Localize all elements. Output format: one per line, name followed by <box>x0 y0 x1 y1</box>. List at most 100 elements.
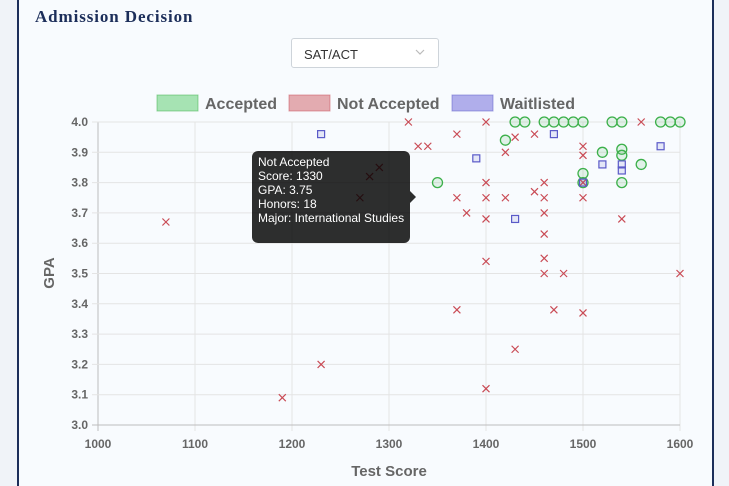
cross-stroke <box>676 269 684 278</box>
accepted-point <box>674 116 686 128</box>
cross-stroke <box>482 257 490 266</box>
cross-stroke <box>161 218 170 226</box>
accepted-point <box>567 116 579 128</box>
waitlisted-point <box>317 130 326 139</box>
waitlisted-point <box>598 160 607 169</box>
not-accepted-point <box>579 193 587 202</box>
not-accepted-point <box>501 193 510 202</box>
cross-stroke <box>482 193 490 202</box>
not-accepted-point <box>579 151 587 160</box>
not-accepted-point <box>540 254 549 263</box>
not-accepted-point <box>511 345 520 354</box>
cross-stroke <box>637 118 646 126</box>
waitlisted-point <box>549 130 559 139</box>
legend-swatch <box>156 94 199 112</box>
waitlisted-point <box>617 166 626 175</box>
legend-swatch <box>451 94 494 112</box>
not-accepted-point <box>462 208 471 217</box>
not-accepted-point <box>482 384 490 393</box>
not-accepted-point <box>637 118 646 126</box>
y-tick-label: 3.0 <box>71 418 88 432</box>
legend-label: Accepted <box>205 96 277 113</box>
legend-label: Not Accepted <box>337 96 440 113</box>
cross-stroke <box>482 178 490 187</box>
y-tick-label: 3.4 <box>71 297 88 311</box>
y-tick-label: 3.3 <box>71 327 88 341</box>
tooltip-major: Major: International Studies <box>258 211 405 225</box>
legend-accepted: Accepted <box>156 94 277 113</box>
not-accepted-point <box>414 142 423 151</box>
x-tick-label: 1500 <box>570 437 597 451</box>
accepted-point <box>509 116 521 128</box>
y-tick-label: 3.8 <box>71 176 88 190</box>
y-tick-label: 3.6 <box>71 236 88 250</box>
not-accepted-point <box>482 257 490 266</box>
not-accepted-point <box>540 230 549 239</box>
not-accepted-point <box>161 218 170 226</box>
y-tick-label: 3.7 <box>71 206 88 220</box>
cross-stroke <box>278 393 287 402</box>
y-tick-label: 3.5 <box>71 267 88 281</box>
accepted-point <box>538 116 550 128</box>
not-accepted-point <box>482 193 490 202</box>
accepted-point <box>616 116 628 128</box>
not-accepted-point <box>617 215 626 223</box>
cross-stroke <box>452 130 461 139</box>
cross-stroke <box>482 118 490 126</box>
not-accepted-point <box>530 130 539 139</box>
y-axis-title: GPA <box>41 257 58 289</box>
accepted-point <box>664 116 676 128</box>
tooltip-score: Score: 1330 <box>258 169 323 183</box>
not-accepted-point <box>404 118 413 126</box>
accepted-point <box>596 146 609 158</box>
not-accepted-point <box>540 193 549 202</box>
y-tick-label: 4.0 <box>71 115 88 129</box>
not-accepted-point <box>452 130 461 139</box>
cross-stroke <box>511 133 520 142</box>
accepted-point <box>577 116 589 128</box>
accepted-point <box>616 176 628 189</box>
accepted-point <box>557 116 570 128</box>
cross-stroke <box>452 305 461 314</box>
waitlisted-point <box>656 142 665 151</box>
cross-stroke <box>540 269 549 278</box>
cross-stroke <box>462 208 471 217</box>
not-accepted-point <box>452 193 461 202</box>
cross-stroke <box>511 345 520 354</box>
tooltip-honors: Honors: 18 <box>258 197 317 211</box>
cross-stroke <box>579 142 587 151</box>
y-tick-label: 3.2 <box>71 357 88 371</box>
axes: 1000 1100 1200 1300 1400 1500 1600 3.0 3.1 3.2 3.3… <box>71 115 693 451</box>
cross-stroke <box>501 193 510 202</box>
legend: Accepted Not Accepted Waitlisted <box>156 94 575 113</box>
accepted-point <box>654 116 667 128</box>
x-tick-label: 1100 <box>182 437 208 451</box>
tooltip-gpa: GPA: 3.75 <box>258 183 313 197</box>
x-axis-title: Test Score <box>351 463 427 480</box>
cross-stroke <box>559 269 568 278</box>
not-accepted-point <box>501 148 510 157</box>
cross-stroke <box>317 360 326 369</box>
y-tick-label: 3.1 <box>71 388 88 402</box>
legend-label: Waitlisted <box>500 96 575 113</box>
score-type-select[interactable]: SAT/ACT <box>291 38 439 68</box>
not-accepted-point <box>559 269 568 278</box>
not-accepted-point <box>579 308 587 317</box>
waitlisted-point <box>617 160 626 169</box>
waitlisted-point <box>511 214 520 224</box>
not-accepted-point <box>452 305 461 314</box>
cross-stroke <box>540 193 549 202</box>
not-accepted-point <box>579 142 587 151</box>
not-accepted-point <box>579 178 587 187</box>
not-accepted-point <box>676 269 684 278</box>
cross-stroke <box>579 308 587 317</box>
y-tick-label: 3.9 <box>71 145 88 159</box>
accepted-point <box>548 116 560 128</box>
cross-stroke <box>501 148 510 157</box>
legend-swatch <box>288 94 331 112</box>
cross-stroke <box>617 215 626 223</box>
not-accepted-point <box>540 178 549 187</box>
point-tooltip: Not Accepted Score: 1330 GPA: 3.75 Honor… <box>252 151 410 243</box>
chevron-down-icon <box>415 49 425 55</box>
